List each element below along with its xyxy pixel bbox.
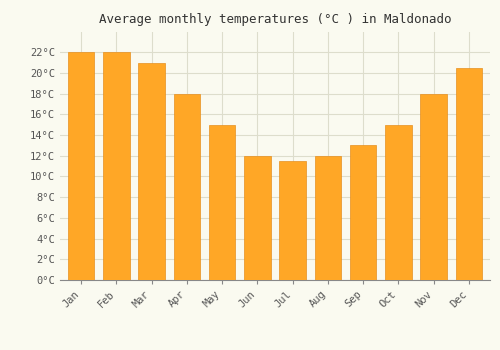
Bar [350,145,376,280]
Bar [385,125,411,280]
Bar [68,52,94,280]
Bar [138,63,165,280]
Bar [314,156,341,280]
Bar [103,52,130,280]
Bar [244,156,270,280]
Bar [209,125,236,280]
Bar [280,161,306,280]
Title: Average monthly temperatures (°C ) in Maldonado: Average monthly temperatures (°C ) in Ma… [99,13,451,26]
Bar [174,93,200,280]
Bar [420,93,447,280]
Bar [456,68,482,280]
